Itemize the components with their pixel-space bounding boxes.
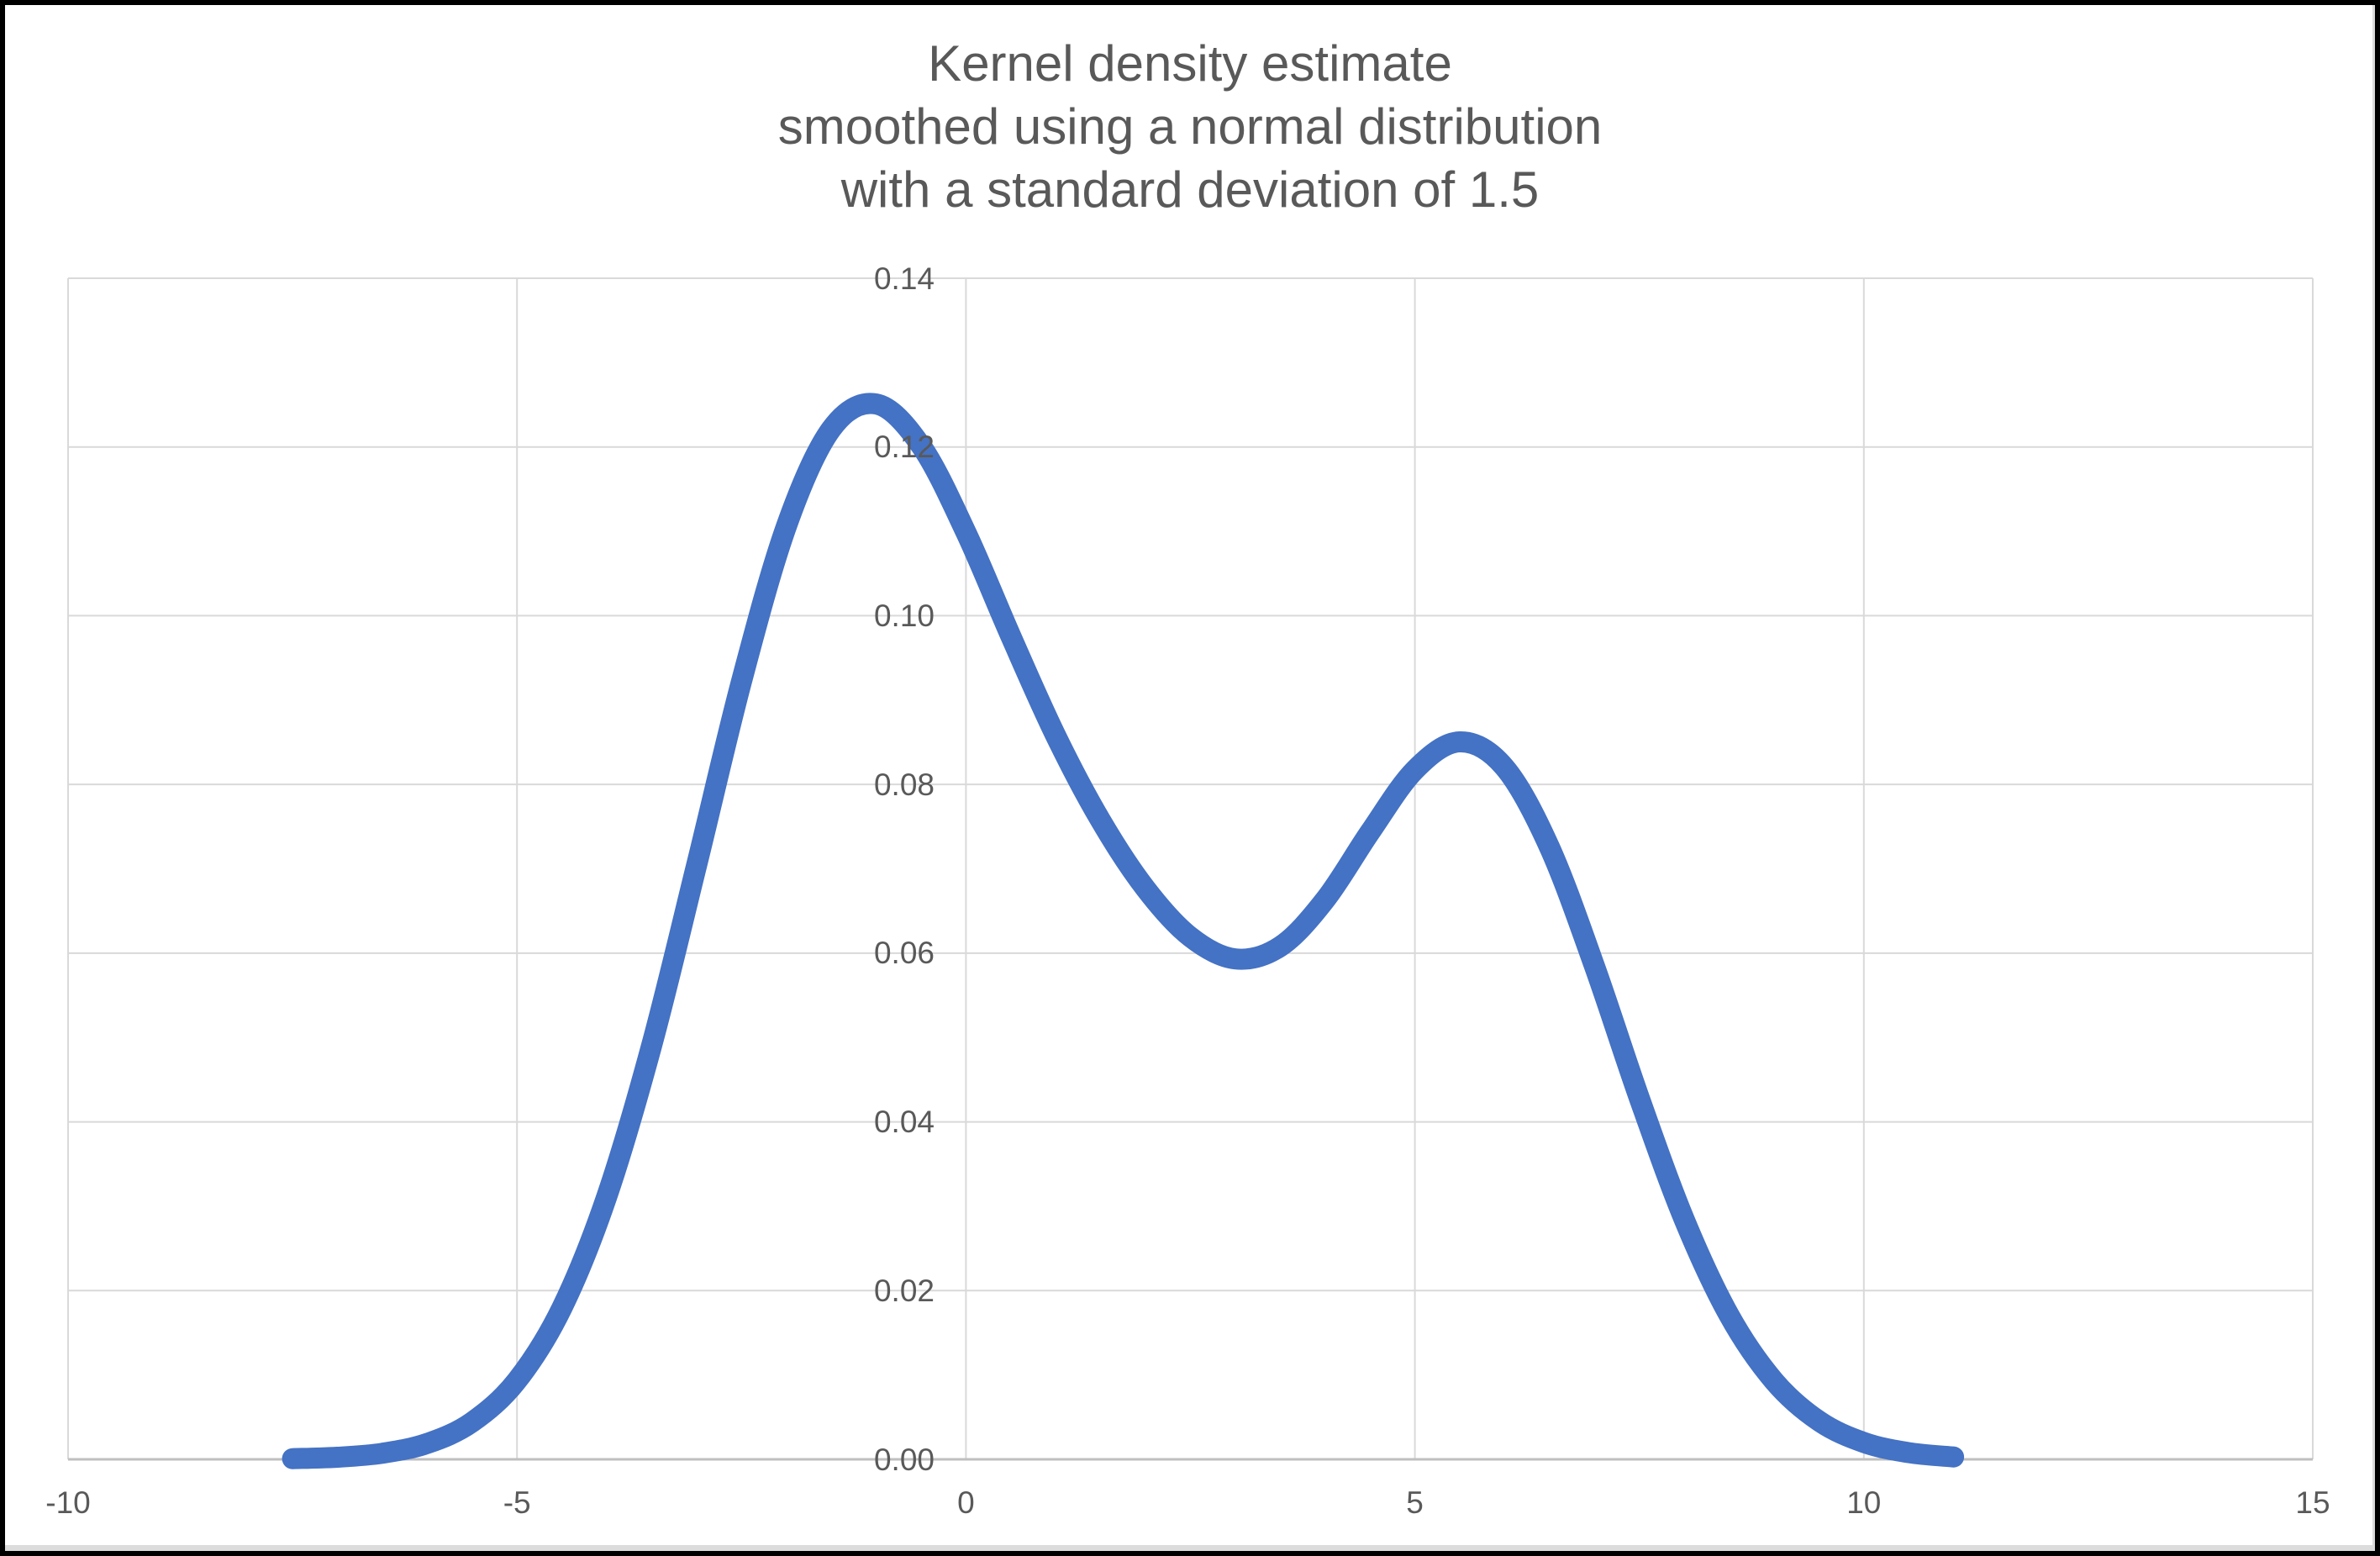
horizontal-gridlines	[68, 277, 2313, 1461]
kde-curve-line	[282, 393, 1965, 1469]
vertical-gridlines	[67, 278, 2314, 1459]
